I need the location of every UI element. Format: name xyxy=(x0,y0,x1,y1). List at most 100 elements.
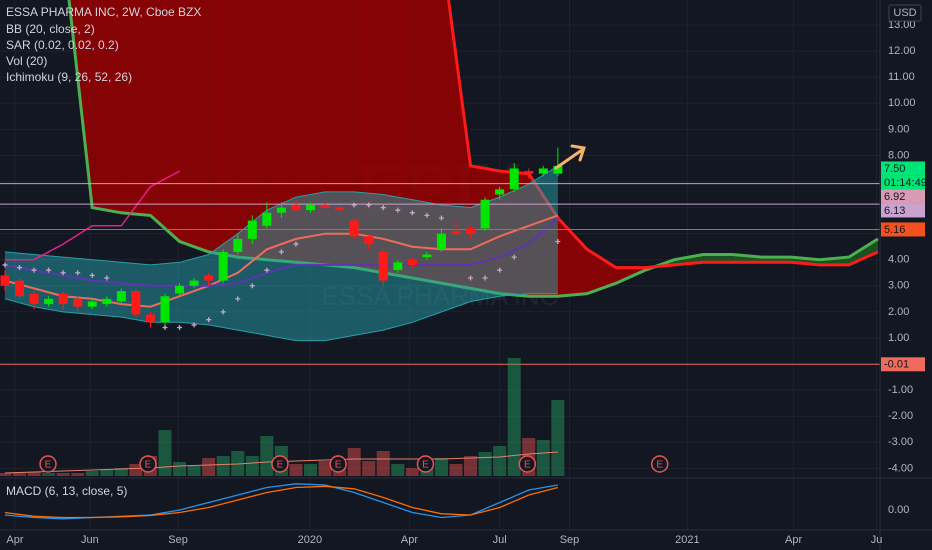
candle-body xyxy=(160,296,170,323)
sar-point xyxy=(16,265,22,271)
y-tick-label: 1.00 xyxy=(888,332,909,344)
volume-bar xyxy=(434,458,448,476)
candle-body xyxy=(495,189,505,195)
x-tick-label: Apr xyxy=(401,534,418,546)
volume-bar xyxy=(493,446,507,476)
sar-point xyxy=(278,249,284,255)
price-line-label: -0.01 xyxy=(884,359,909,371)
y-tick-label: 8.00 xyxy=(888,149,909,161)
sar-point xyxy=(60,270,66,276)
y-tick-label: 9.00 xyxy=(888,123,909,135)
sar-point xyxy=(162,325,168,331)
sar-point xyxy=(482,275,488,281)
cloud-segment xyxy=(586,249,617,294)
volume-bar xyxy=(12,472,26,476)
cloud-segment xyxy=(266,0,296,263)
sar-point xyxy=(220,309,226,315)
candle-body xyxy=(422,254,432,258)
candle-body xyxy=(538,168,548,174)
y-tick-label: -3.00 xyxy=(888,436,913,448)
last-price-label-box xyxy=(881,161,925,176)
macd-title: MACD (6, 13, close, 5) xyxy=(6,484,127,498)
cloud-segment xyxy=(208,0,238,258)
sar-point xyxy=(380,205,386,211)
cloud-segment xyxy=(703,254,733,263)
last-price-label: 7.50 xyxy=(884,163,905,175)
candle-body xyxy=(407,259,417,265)
candle-body xyxy=(466,228,476,234)
macd-line xyxy=(4,485,559,519)
sar-point xyxy=(409,210,415,216)
y-tick-label: 2.00 xyxy=(888,306,909,318)
candle-body xyxy=(0,275,10,286)
y-tick-label: 3.00 xyxy=(888,280,909,292)
y-tick-label: 10.00 xyxy=(888,97,916,109)
candle-body xyxy=(87,301,97,307)
sar-point xyxy=(293,241,299,247)
sar-point xyxy=(46,267,52,273)
x-tick-label: 2021 xyxy=(675,534,699,546)
candle-body xyxy=(320,204,330,208)
y-tick-label: 12.00 xyxy=(888,45,916,57)
earnings-label: E xyxy=(277,460,284,471)
indicator: Ichimoku (9, 26, 52, 26) xyxy=(6,70,132,84)
volume-bar xyxy=(42,473,56,476)
candle-body xyxy=(349,220,359,237)
candle-body xyxy=(393,262,403,271)
sar-point xyxy=(511,254,517,260)
x-tick-label: Jul xyxy=(493,534,507,546)
candle-body xyxy=(189,280,199,286)
volume-bar xyxy=(100,470,114,476)
title: ESSA PHARMA INC, 2W, Cboe BZX xyxy=(6,5,201,19)
kijun-line xyxy=(4,217,559,287)
earnings-marker xyxy=(416,455,435,473)
y-tick-label: 0.00 xyxy=(888,504,909,516)
volume-bar xyxy=(376,451,390,476)
earnings-marker xyxy=(271,455,289,473)
earnings-label: E xyxy=(422,460,429,471)
candle-body xyxy=(102,298,112,305)
volume-bar xyxy=(129,464,143,476)
earnings-label: E xyxy=(656,460,663,471)
cloud-segment xyxy=(848,238,878,265)
x-tick-label: Apr xyxy=(6,534,23,546)
earnings-label: E xyxy=(335,460,342,471)
y-tick-label: -4.00 xyxy=(888,462,913,474)
sar-point xyxy=(468,275,474,281)
bb-basis xyxy=(4,214,559,308)
candle-body xyxy=(276,207,286,213)
candle-body xyxy=(247,220,257,239)
x-tick-label: Sep xyxy=(168,534,188,546)
x-tick-label: Ju xyxy=(871,534,883,546)
countdown-label-box xyxy=(881,175,925,190)
candle-body xyxy=(451,231,461,234)
sar-point xyxy=(191,322,197,328)
candle-body xyxy=(553,165,563,174)
x-tick-label: Apr xyxy=(785,534,802,546)
earnings-label: E xyxy=(524,460,531,471)
sar-point xyxy=(75,270,81,276)
volume-bar xyxy=(551,400,565,476)
candle-body xyxy=(509,168,519,190)
x-tick-label: Jun xyxy=(81,534,99,546)
arrow-annotation xyxy=(554,144,586,170)
y-tick-label: -1.00 xyxy=(888,384,913,396)
x-tick-label: Sep xyxy=(560,534,580,546)
earnings-marker xyxy=(650,455,669,473)
volume-bar xyxy=(289,464,303,476)
price-line-label: 5.16 xyxy=(884,224,905,236)
candle-body xyxy=(58,293,68,305)
volume-bar xyxy=(216,456,230,476)
sar-point xyxy=(264,267,270,273)
price-line-label: 6.13 xyxy=(884,205,905,217)
candle-body xyxy=(364,236,374,245)
price-line-label-box xyxy=(881,357,925,372)
price-line-label-box xyxy=(881,189,925,204)
price-line-label: 6.92 xyxy=(884,191,905,203)
candle-body xyxy=(233,238,243,252)
candle-body xyxy=(44,298,54,305)
price-line-label-box xyxy=(881,222,925,237)
chikou-line xyxy=(4,170,180,261)
y-tick-label: 11.00 xyxy=(888,71,915,83)
candle-body xyxy=(116,291,126,302)
